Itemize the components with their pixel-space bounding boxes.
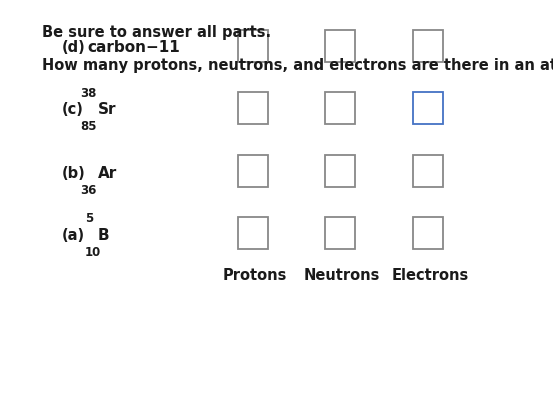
Bar: [325, 30, 355, 62]
Bar: [325, 155, 355, 187]
Text: Sr: Sr: [98, 102, 117, 117]
Text: (b): (b): [62, 166, 86, 181]
Text: 85: 85: [80, 121, 97, 134]
Text: How many protons, neutrons, and electrons are there in an atom of: How many protons, neutrons, and electron…: [42, 58, 553, 73]
Text: carbon−11: carbon−11: [87, 40, 180, 55]
Text: 36: 36: [80, 183, 96, 196]
Text: Be sure to answer all parts.: Be sure to answer all parts.: [42, 25, 271, 40]
Bar: [238, 30, 268, 62]
Text: Electrons: Electrons: [392, 267, 468, 283]
Text: B: B: [98, 228, 109, 243]
Text: 10: 10: [85, 245, 101, 258]
Bar: [413, 30, 443, 62]
Bar: [325, 217, 355, 249]
Text: 5: 5: [85, 211, 93, 224]
Bar: [325, 92, 355, 124]
Bar: [238, 217, 268, 249]
Bar: [413, 155, 443, 187]
Bar: [238, 155, 268, 187]
Text: Neutrons: Neutrons: [304, 267, 380, 283]
Text: (c): (c): [62, 102, 84, 117]
Text: (d): (d): [62, 40, 86, 55]
Text: Protons: Protons: [223, 267, 287, 283]
Bar: [238, 92, 268, 124]
Text: Ar: Ar: [98, 166, 117, 181]
Text: 38: 38: [80, 87, 96, 100]
Bar: [413, 92, 443, 124]
Bar: [413, 217, 443, 249]
Text: (a): (a): [62, 228, 85, 243]
